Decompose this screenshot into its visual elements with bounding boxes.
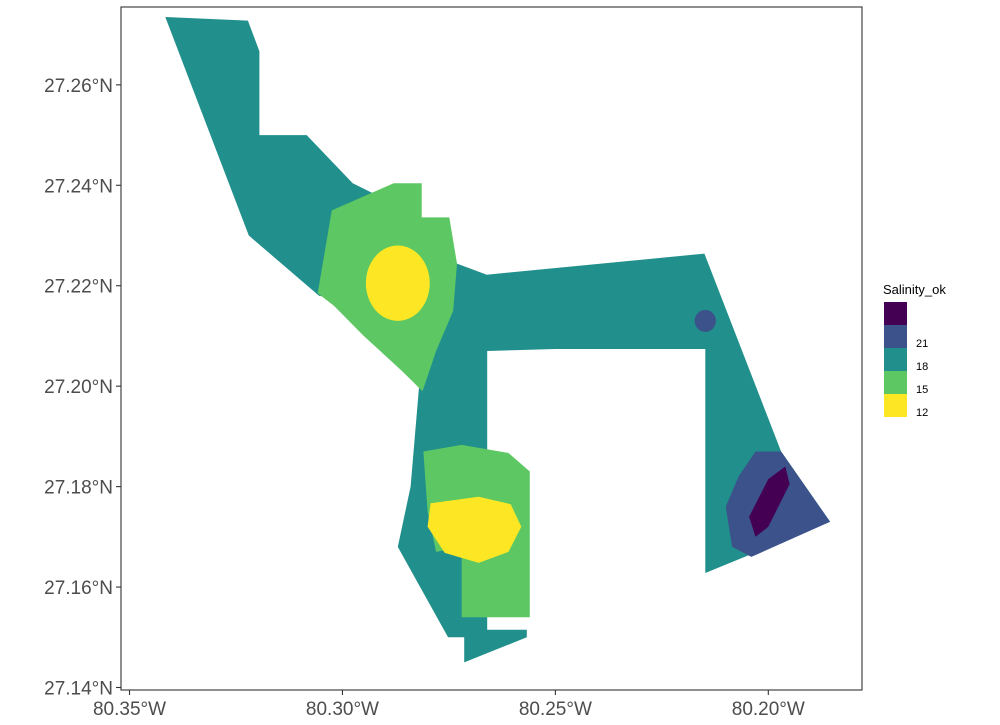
legend-label: 18 bbox=[916, 361, 928, 373]
salinity-region-8 bbox=[749, 466, 790, 537]
plot-panel-border bbox=[120, 6, 863, 691]
legend-key bbox=[884, 371, 907, 394]
salinity-region-7 bbox=[694, 309, 716, 332]
legend-key bbox=[884, 394, 907, 417]
legend-title: Salinity_ok bbox=[883, 282, 946, 297]
x-tick-label: 80.30°W bbox=[306, 699, 379, 720]
y-tick-label: 27.24°N bbox=[44, 176, 113, 197]
legend-key bbox=[884, 325, 907, 348]
x-tick-label: 80.35°W bbox=[93, 699, 166, 720]
y-tick-label: 27.18°N bbox=[44, 478, 113, 499]
x-tick-label: 80.20°W bbox=[732, 699, 805, 720]
legend: Salinity_ok 21 18 15 12 bbox=[883, 282, 946, 419]
y-tick-label: 27.16°N bbox=[44, 578, 113, 599]
salinity-region-4 bbox=[365, 245, 430, 321]
y-tick-label: 27.14°N bbox=[44, 678, 113, 699]
legend-key bbox=[884, 302, 907, 325]
y-tick-label: 27.26°N bbox=[44, 76, 113, 97]
y-tick-label: 27.20°N bbox=[44, 377, 113, 398]
legend-label: 12 bbox=[916, 407, 928, 419]
legend-label: 21 bbox=[916, 338, 928, 350]
salinity-regions bbox=[165, 17, 831, 663]
legend-key bbox=[884, 348, 907, 371]
salinity-region-5 bbox=[427, 496, 522, 563]
y-tick-label: 27.22°N bbox=[44, 277, 113, 298]
x-axis: 80.35°W 80.30°W 80.25°W 80.20°W bbox=[93, 690, 805, 720]
salinity-region-1 bbox=[165, 17, 831, 663]
y-axis: 27.14°N 27.16°N 27.18°N 27.20°N 27.22°N 27.24… bbox=[44, 76, 121, 699]
legend-label: 15 bbox=[916, 384, 928, 396]
x-tick-label: 80.25°W bbox=[519, 699, 592, 720]
